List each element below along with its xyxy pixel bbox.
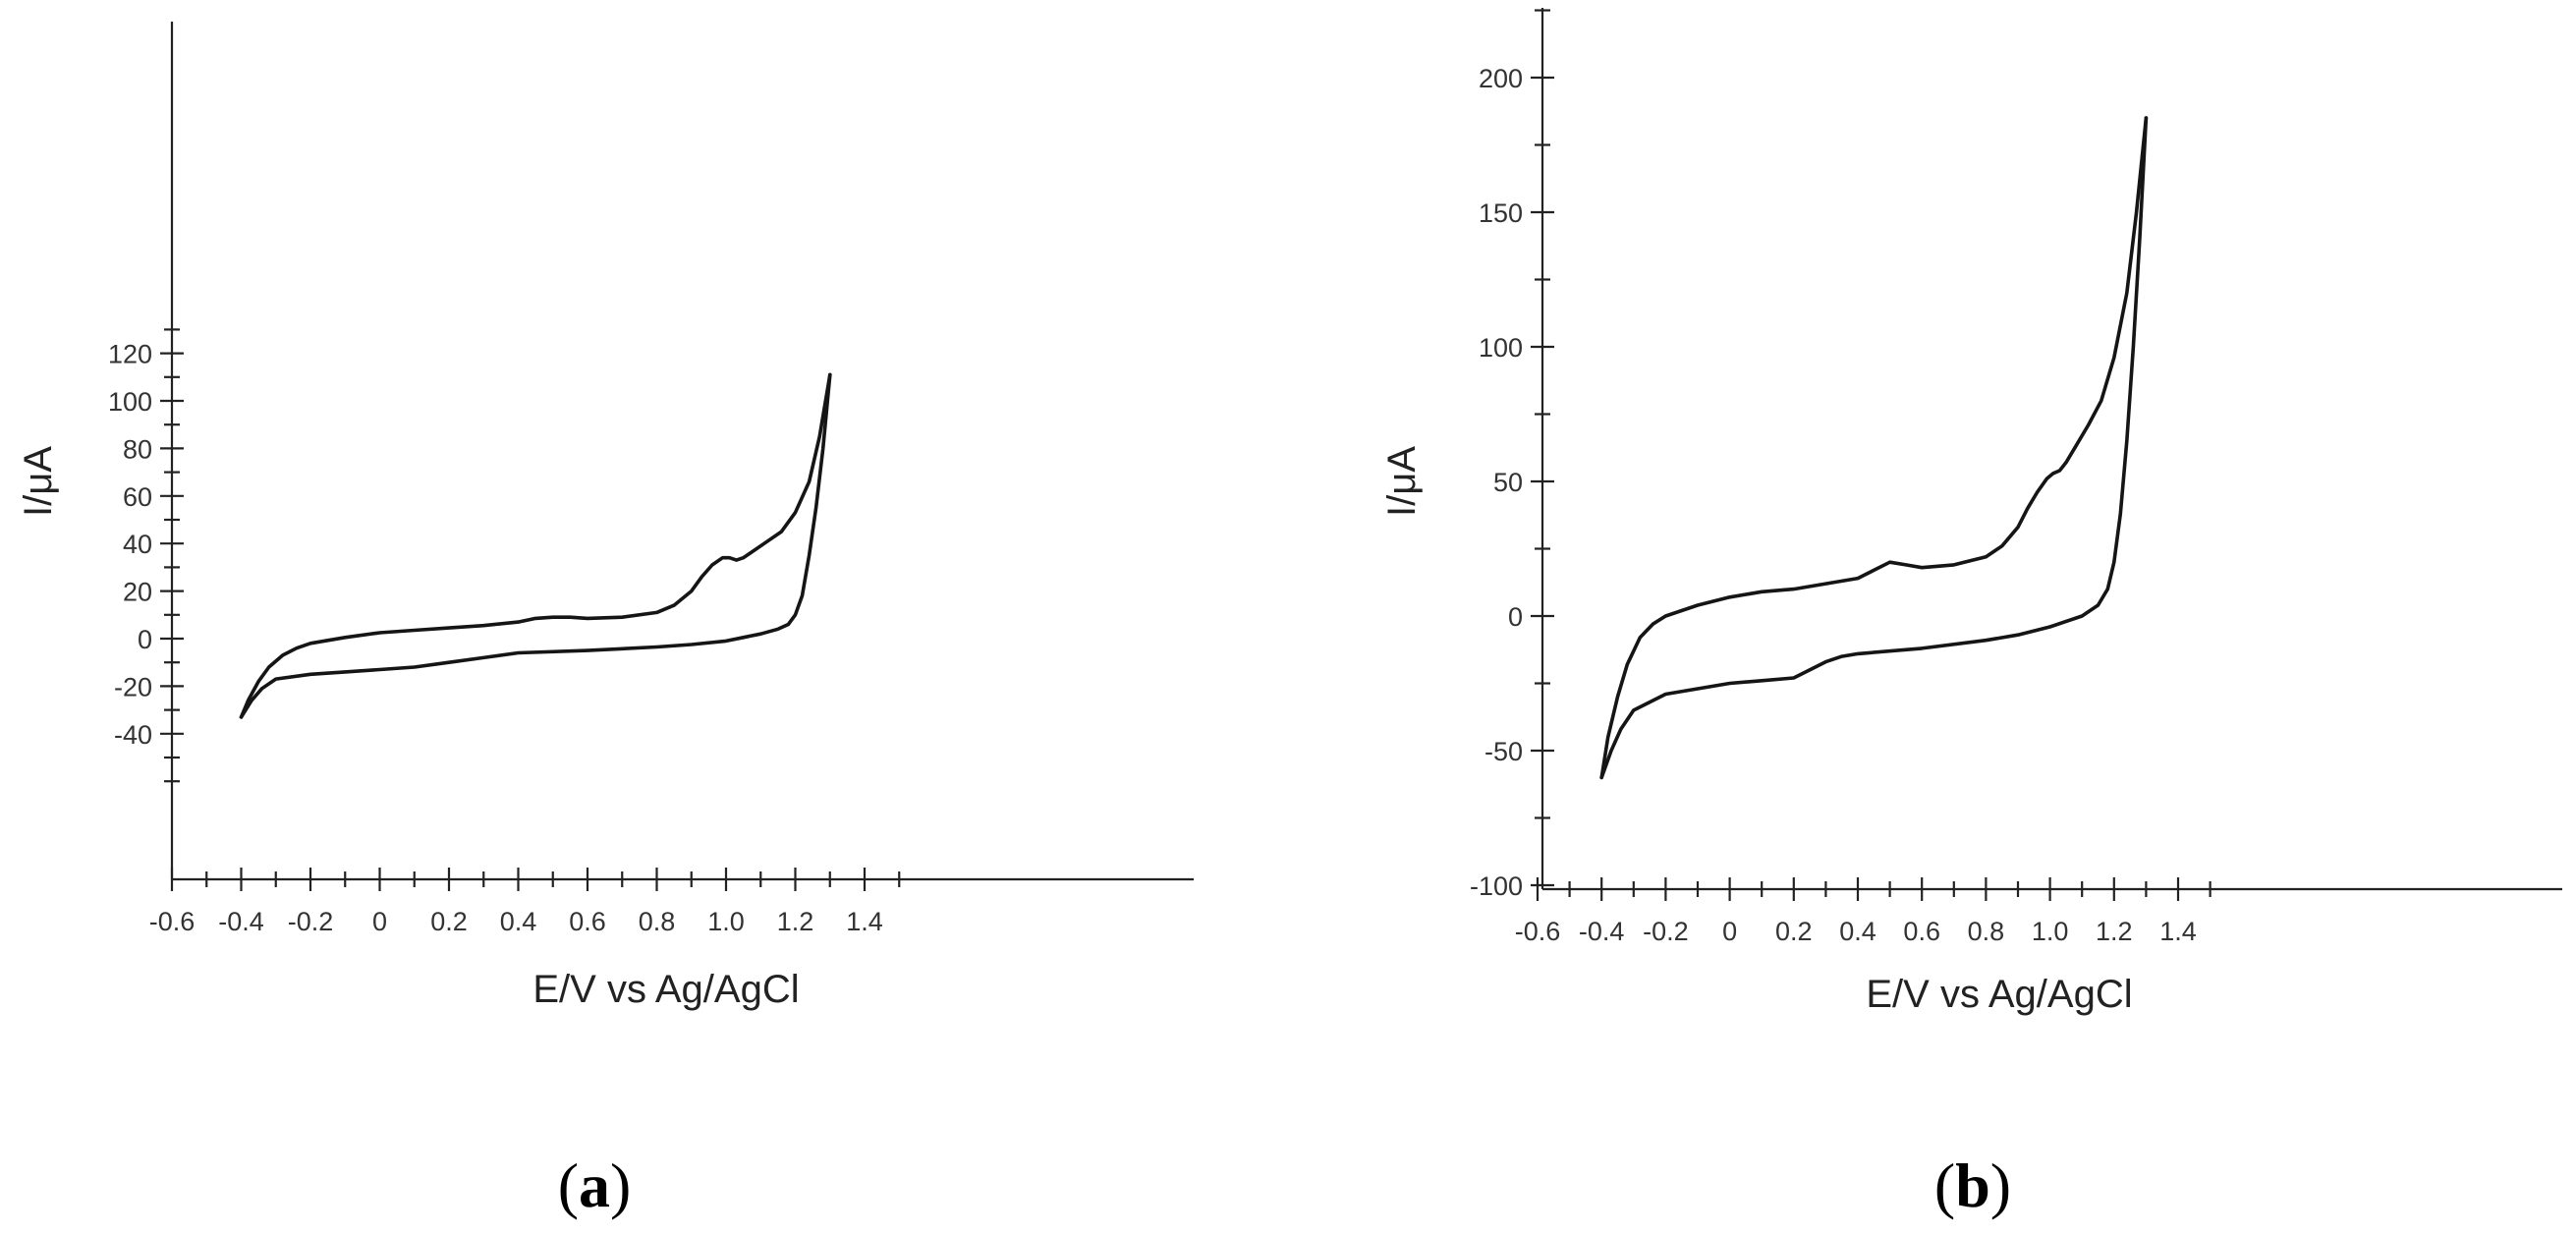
y-tick-label: 100 xyxy=(1479,333,1523,363)
x-tick-label: 0.6 xyxy=(569,907,606,936)
x-tick-label: 0.2 xyxy=(430,907,468,936)
x-tick-label: 0.4 xyxy=(500,907,537,936)
x-tick-label: 1.4 xyxy=(2159,917,2197,946)
panel-label: (b) xyxy=(1934,1151,2011,1220)
cv-trace-reverse-scan xyxy=(1599,116,2149,780)
x-tick-label: 0 xyxy=(1722,917,1737,946)
y-tick-label: -50 xyxy=(1484,737,1523,766)
y-tick-label: 150 xyxy=(1479,198,1523,228)
cv-trace-forward-scan xyxy=(1599,116,2149,780)
y-tick-label: 0 xyxy=(138,625,152,654)
y-tick-label: -100 xyxy=(1470,871,1523,901)
x-tick-label: 1.2 xyxy=(2096,917,2133,946)
panel-label: (a) xyxy=(558,1151,632,1220)
x-axis-title: E/V vs Ag/AgCl xyxy=(1866,973,2132,1016)
x-tick-label: -0.2 xyxy=(1643,917,1689,946)
x-tick-label: -0.4 xyxy=(218,907,264,936)
y-axis-title: I/μA xyxy=(17,446,60,517)
x-tick-label: -0.6 xyxy=(149,907,196,936)
chart-panel-a: -0.6 -0.4 -0.2 0 0.2 0.4 0.6 0.8 1.0 1.2 1.4 -40 -20… xyxy=(17,22,1194,1220)
chart-panel-b: -0.6 -0.4 -0.2 0 0.2 0.4 0.6 0.8 1.0 1.2 1.4 -100 -5… xyxy=(1380,8,2562,1220)
y-tick-label: 80 xyxy=(123,434,152,464)
cv-trace-reverse-scan xyxy=(239,372,832,719)
x-tick-label: 1.0 xyxy=(707,907,745,936)
x-tick-label: 0 xyxy=(372,907,387,936)
y-tick-label: 120 xyxy=(108,340,152,369)
y-tick-label: 100 xyxy=(108,387,152,417)
x-tick-label: 0.2 xyxy=(1775,917,1813,946)
x-tick-label: 0.8 xyxy=(639,907,676,936)
x-axis-title: E/V vs Ag/AgCl xyxy=(532,968,799,1011)
x-tick-label: -0.6 xyxy=(1515,917,1561,946)
x-tick-label: -0.4 xyxy=(1579,917,1625,946)
y-tick-label: -40 xyxy=(114,720,152,750)
x-tick-label: 0.6 xyxy=(1903,917,1940,946)
x-tick-label: 0.4 xyxy=(1839,917,1876,946)
cv-trace-forward-scan xyxy=(239,372,832,719)
y-tick-label: 40 xyxy=(123,530,152,559)
x-tick-label: -0.2 xyxy=(288,907,334,936)
y-tick-label: 20 xyxy=(123,578,152,607)
y-tick-label: -20 xyxy=(114,672,152,702)
y-tick-label: 0 xyxy=(1508,602,1523,632)
x-tick-label: 0.8 xyxy=(1968,917,2005,946)
y-tick-label: 200 xyxy=(1479,64,1523,93)
x-tick-label: 1.2 xyxy=(777,907,814,936)
y-axis-title: I/μA xyxy=(1380,446,1424,517)
x-tick-label: 1.4 xyxy=(846,907,883,936)
y-tick-label: 50 xyxy=(1493,468,1523,497)
x-tick-label: 1.0 xyxy=(2032,917,2069,946)
y-tick-label: 60 xyxy=(123,482,152,512)
